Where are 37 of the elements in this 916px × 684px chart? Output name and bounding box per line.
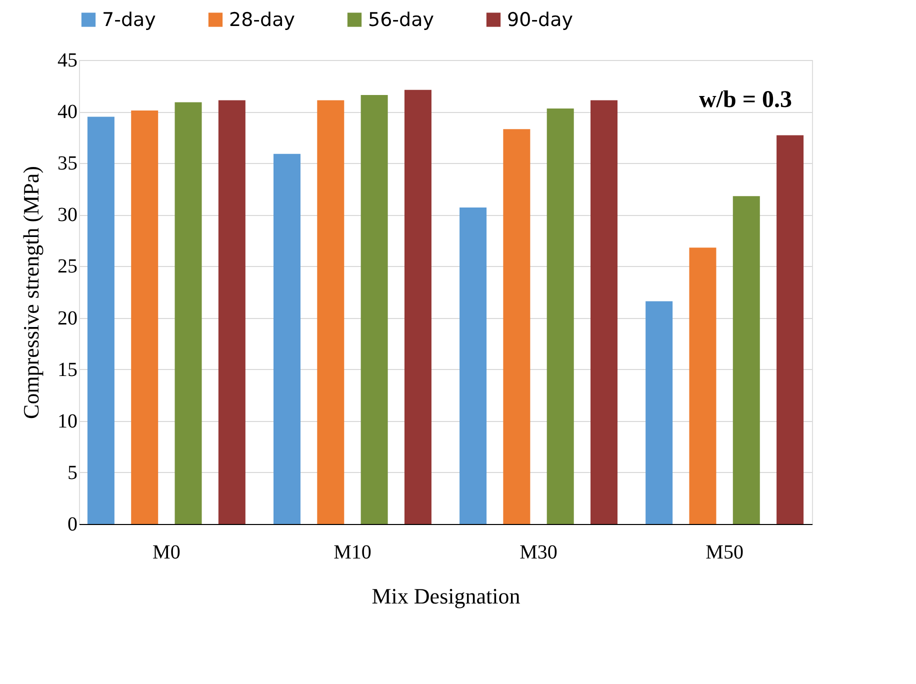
legend-label: 56-day [368,8,434,31]
x-tick-label: M10 [334,542,372,564]
legend-label: 7-day [102,8,156,31]
bar [87,116,114,524]
y-tick-label: 15 [58,358,78,381]
y-tick-label: 35 [58,152,78,175]
bar [776,135,804,524]
y-tick-label: 0 [68,514,78,536]
bar [590,100,618,524]
bar [404,90,432,524]
annotation: w/b = 0.3 [698,87,792,113]
y-axis-title: Compressive strength (MPa) [18,166,44,419]
legend-label: 90-day [507,8,573,31]
y-tick-label: 40 [58,101,78,124]
y-tick-label: 30 [58,204,78,226]
y-tick-label: 20 [58,307,78,330]
bar [317,100,344,524]
bar [460,207,487,524]
x-tick-label: M50 [706,542,744,564]
bar [546,108,574,524]
y-tick-label: 10 [58,410,78,432]
y-tick-label: 45 [58,50,78,72]
x-axis-title: Mix Designation [372,584,520,608]
bar [131,110,158,524]
bar [503,129,530,524]
bar [689,248,716,524]
bar [646,301,673,524]
bar [360,95,388,524]
bar [273,154,300,524]
bar [218,100,246,524]
y-tick-label: 25 [58,256,78,278]
x-tick-label: M0 [152,542,180,564]
legend-label: 28-day [229,8,295,31]
bar [732,196,760,524]
bar [174,102,202,524]
x-tick-label: M30 [520,542,558,564]
y-tick-label: 5 [68,462,78,484]
